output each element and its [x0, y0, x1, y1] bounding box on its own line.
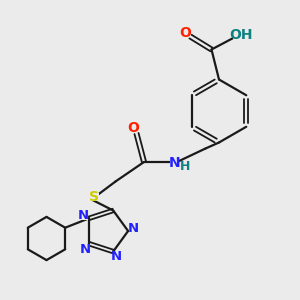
Bar [90, 193, 99, 201]
Text: N: N [78, 209, 89, 222]
Text: N: N [111, 250, 122, 263]
Text: O: O [179, 26, 191, 40]
Text: N: N [128, 222, 139, 235]
Bar [112, 253, 121, 261]
Bar [80, 212, 88, 220]
Text: OH: OH [229, 28, 253, 42]
Text: N: N [169, 156, 180, 170]
Bar [128, 123, 138, 132]
Text: O: O [127, 121, 139, 134]
Text: N: N [80, 243, 91, 256]
Bar [182, 163, 189, 170]
Bar [180, 29, 190, 37]
Bar [129, 225, 138, 232]
Bar [233, 31, 249, 39]
Bar [81, 245, 90, 253]
Text: H: H [180, 160, 190, 173]
Text: S: S [89, 190, 100, 204]
Bar [170, 159, 179, 168]
